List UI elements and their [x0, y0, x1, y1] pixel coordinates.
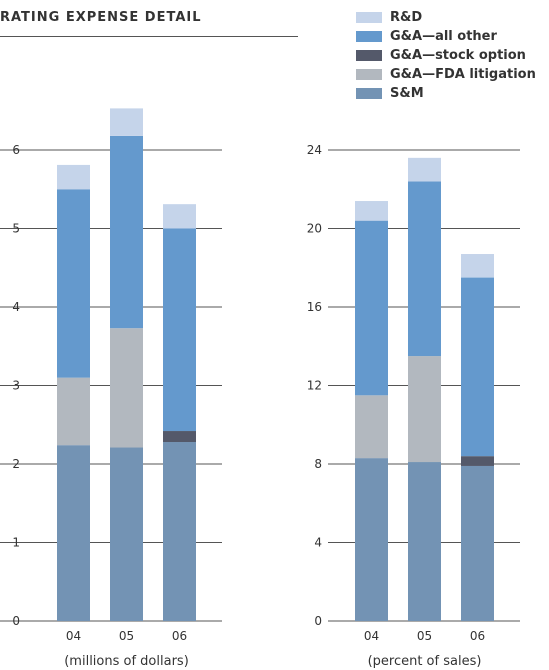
bar-segment-s-m-06	[461, 465, 494, 621]
x-tick-label: 06	[172, 629, 187, 643]
bar-segment-g-a-fda-litigation-04	[57, 377, 90, 446]
x-tick-label: 04	[364, 629, 379, 643]
legend-swatch	[356, 50, 382, 61]
bar-segment-g-a-all-other-06	[461, 277, 494, 457]
x-tick-label: 05	[119, 629, 134, 643]
bar-segment-g-a-fda-litigation-04	[355, 395, 388, 459]
bar-segment-g-a-all-other-05	[110, 135, 143, 329]
y-tick-label: 8	[314, 457, 322, 471]
y-tick-label: 0	[12, 614, 20, 628]
y-tick-label: 4	[314, 536, 322, 550]
bar-segment-g-a-stock-option-06	[163, 431, 196, 443]
bar-segment-s-m-04	[57, 445, 90, 621]
legend-swatch	[356, 12, 382, 23]
bar-segment-g-a-all-other-05	[408, 181, 441, 357]
bar-segment-g-a-all-other-06	[163, 228, 196, 432]
x-axis-label: (millions of dollars)	[64, 654, 189, 669]
bar-segment-s-m-05	[110, 447, 143, 621]
legend-item-ga-other: G&A—all other	[356, 27, 536, 46]
legend-label: R&D	[390, 10, 423, 25]
legend-item-rnd: R&D	[356, 8, 536, 27]
bar-segment-g-a-fda-litigation-05	[408, 356, 441, 463]
bar-segment-r-d-06	[461, 254, 494, 278]
legend-swatch	[356, 69, 382, 80]
bar-segment-r-d-05	[408, 157, 441, 182]
y-tick-label: 3	[12, 379, 20, 393]
legend-label: G&A—all other	[390, 29, 497, 44]
bar-segment-s-m-05	[408, 462, 441, 621]
bar-segment-s-m-04	[355, 458, 388, 621]
bar-segment-s-m-06	[163, 442, 196, 621]
legend-swatch	[356, 88, 382, 99]
legend-label: G&A—FDA litigation	[390, 67, 536, 82]
legend-item-ga-stock: G&A—stock option	[356, 46, 536, 65]
y-tick-label: 5	[12, 222, 20, 236]
y-tick-label: 12	[307, 379, 322, 393]
x-tick-label: 05	[417, 629, 432, 643]
bar-segment-r-d-04	[57, 164, 90, 190]
y-tick-label: 1	[12, 536, 20, 550]
bar-segment-r-d-04	[355, 201, 388, 221]
legend-swatch	[356, 31, 382, 42]
bar-segment-g-a-all-other-04	[57, 189, 90, 378]
legend: R&D G&A—all other G&A—stock option G&A—F…	[356, 8, 536, 103]
y-tick-label: 2	[12, 457, 20, 471]
x-tick-label: 04	[66, 629, 81, 643]
y-tick-label: 24	[307, 143, 322, 157]
legend-label: G&A—stock option	[390, 48, 526, 63]
bar-segment-g-a-stock-option-06	[461, 456, 494, 466]
legend-label: S&M	[390, 86, 424, 101]
y-tick-label: 0	[314, 614, 322, 628]
bar-segment-g-a-fda-litigation-05	[110, 328, 143, 448]
legend-item-ga-fda: G&A—FDA litigation	[356, 65, 536, 84]
title-divider	[0, 36, 298, 37]
legend-item-sm: S&M	[356, 84, 536, 103]
y-tick-label: 4	[12, 300, 20, 314]
y-tick-label: 20	[307, 222, 322, 236]
bar-segment-g-a-all-other-04	[355, 220, 388, 396]
y-tick-label: 6	[12, 143, 20, 157]
bar-segment-r-d-06	[163, 204, 196, 229]
y-tick-label: 16	[307, 300, 322, 314]
x-tick-label: 06	[470, 629, 485, 643]
bar-segment-r-d-05	[110, 108, 143, 136]
x-axis-label: (percent of sales)	[368, 654, 482, 669]
chart-millions: 0 1 2 3 4 5 6 04 05 06 (millions of dollars)	[0, 108, 222, 669]
chart-title: RATING EXPENSE DETAIL	[0, 10, 202, 25]
